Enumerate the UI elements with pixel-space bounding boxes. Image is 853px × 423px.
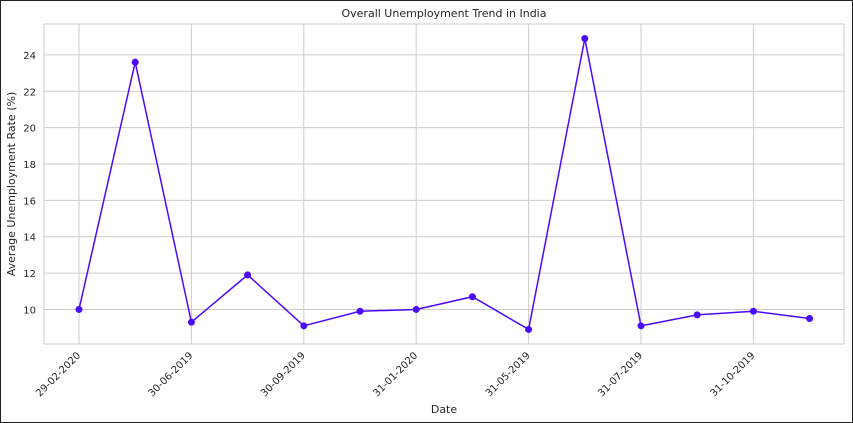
x-tick-label: 29-02-2020 bbox=[34, 350, 83, 399]
data-point bbox=[412, 305, 420, 313]
y-tick-label: 18 bbox=[23, 160, 36, 171]
x-tick-label: 30-09-2019 bbox=[259, 350, 308, 399]
data-point bbox=[637, 322, 645, 330]
x-axis-label: Date bbox=[431, 403, 458, 416]
x-tick-label: 31-07-2019 bbox=[596, 350, 645, 399]
data-point bbox=[749, 307, 757, 315]
data-point bbox=[131, 58, 139, 66]
y-tick-label: 24 bbox=[23, 51, 36, 62]
data-point bbox=[244, 271, 252, 279]
plot-area bbox=[43, 23, 845, 345]
y-tick-label: 20 bbox=[23, 124, 36, 135]
data-point bbox=[581, 35, 589, 43]
data-point bbox=[468, 293, 476, 301]
grid-lines bbox=[44, 24, 844, 344]
y-tick-label: 14 bbox=[23, 233, 36, 244]
x-tick-label: 31-10-2019 bbox=[709, 350, 758, 399]
y-tick-label: 16 bbox=[23, 196, 36, 207]
x-tick-label: 31-01-2020 bbox=[371, 350, 420, 399]
data-point bbox=[693, 311, 701, 319]
data-point bbox=[525, 325, 533, 333]
data-point bbox=[75, 305, 83, 313]
data-point bbox=[806, 315, 814, 323]
x-axis-ticks: 29-02-2020 30-06-2019 30-09-2019 31-01-2020… bbox=[34, 350, 757, 399]
chart-title: Overall Unemployment Trend in India bbox=[342, 7, 547, 20]
data-point bbox=[187, 318, 195, 326]
y-tick-label: 22 bbox=[23, 87, 36, 98]
x-tick-label: 31-05-2019 bbox=[484, 350, 533, 399]
data-point bbox=[300, 322, 308, 330]
data-point bbox=[356, 307, 364, 315]
series-points bbox=[75, 35, 814, 333]
y-tick-label: 12 bbox=[23, 269, 36, 280]
series-line bbox=[78, 38, 810, 331]
y-axis-label: Average Unemployment Rate (%) bbox=[5, 92, 18, 276]
y-axis-ticks: 10 12 14 16 18 20 22 24 bbox=[23, 51, 36, 317]
y-tick-label: 10 bbox=[23, 305, 36, 316]
x-tick-label: 30-06-2019 bbox=[147, 350, 196, 399]
